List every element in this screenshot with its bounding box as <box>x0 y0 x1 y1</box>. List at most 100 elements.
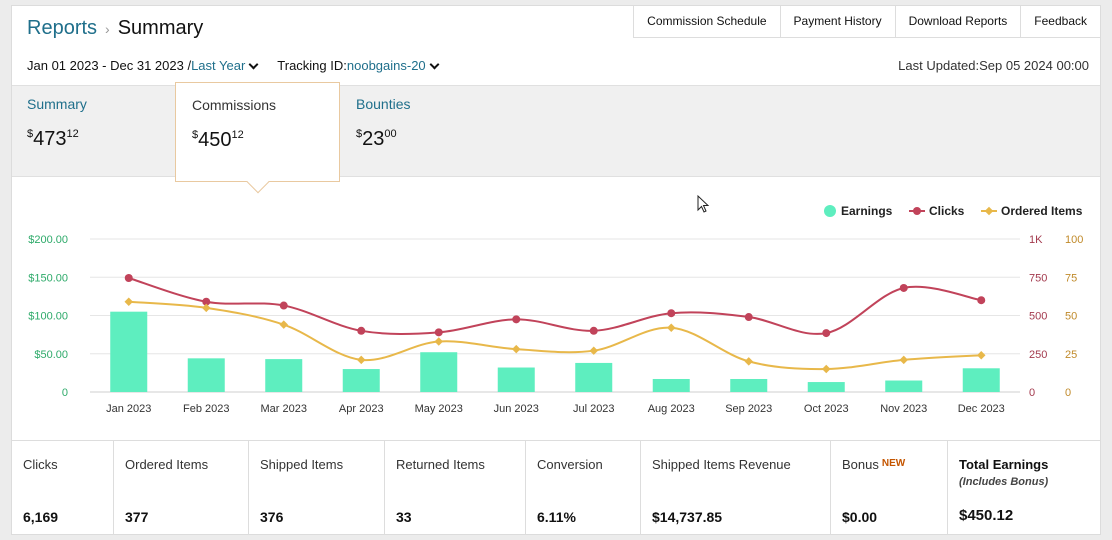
breadcrumb: Reports › Summary <box>27 17 203 40</box>
new-badge: NEW <box>881 458 906 469</box>
stat-clicks: Clicks 6,169 <box>12 441 114 535</box>
y-items-tick-label: 0 <box>1065 387 1071 399</box>
page-title: Summary <box>117 17 204 39</box>
x-tick-label: Feb 2023 <box>183 403 229 415</box>
ordered-items-legend-icon <box>984 206 994 216</box>
x-tick-label: Aug 2023 <box>648 403 695 415</box>
stat-label: Clicks <box>23 457 58 472</box>
tab-summary[interactable]: Summary $47312 <box>27 86 157 178</box>
y-clicks-tick-label: 750 <box>1029 272 1047 284</box>
clicks-point <box>202 297 211 306</box>
stat-value: $450.12 <box>959 507 1014 524</box>
stat-label: Total Earnings <box>959 457 1049 472</box>
stat-label: Bonus NEW <box>842 457 906 472</box>
earnings-bar <box>265 359 303 392</box>
earnings-chart: 0 0 0 $50.00 250 25 $100.00 500 50 $150.00 750 75 $2… <box>28 194 1083 415</box>
stat-label: Ordered Items <box>125 457 209 472</box>
chevron-down-icon[interactable] <box>248 59 259 69</box>
legend-earnings: Earnings <box>841 204 893 218</box>
y-clicks-tick-label: 250 <box>1029 349 1047 361</box>
stat-value: $14,737.85 <box>652 509 723 525</box>
ordered-items-point <box>279 320 288 329</box>
payment-history-link[interactable]: Payment History <box>781 6 896 37</box>
stat-value: 33 <box>396 509 412 525</box>
breadcrumb-reports-link[interactable]: Reports <box>27 17 98 39</box>
commissions-amount: $45012 <box>192 129 244 151</box>
x-tick-label: Sep 2023 <box>725 403 772 415</box>
period-dropdown[interactable]: Last Year <box>191 58 246 73</box>
earnings-bar <box>962 368 1000 392</box>
earnings-legend-icon <box>824 205 836 217</box>
stat-value: 6.11% <box>537 509 576 525</box>
clicks-legend-icon <box>913 207 921 215</box>
stat-label: Conversion <box>537 457 603 472</box>
stat-label: Returned Items <box>396 457 485 472</box>
x-tick-label: Oct 2023 <box>804 403 849 415</box>
tab-bounties-label: Bounties <box>356 96 411 112</box>
earnings-bar <box>575 362 613 392</box>
clicks-line <box>128 277 982 335</box>
tab-bounties[interactable]: Bounties $2300 <box>356 86 486 178</box>
earnings-bar <box>342 369 380 392</box>
tracking-id-dropdown[interactable]: noobgains-20 <box>346 58 426 73</box>
top-nav: Commission Schedule Payment History Down… <box>633 6 1100 38</box>
x-tick-label: May 2023 <box>415 403 463 415</box>
ordered-items-point <box>589 346 598 355</box>
summary-amount: $47312 <box>27 128 79 150</box>
stat-conversion: Conversion 6.11% <box>526 441 641 535</box>
clicks-point <box>279 301 288 310</box>
x-tick-label: Nov 2023 <box>880 403 927 415</box>
x-tick-label: Apr 2023 <box>339 403 384 415</box>
stat-shipped-revenue: Shipped Items Revenue $14,737.85 <box>641 441 831 535</box>
summary-tabs: Summary $47312 Commissions $45012 Bounti… <box>12 82 1100 194</box>
ordered-items-line <box>128 300 982 371</box>
mouse-cursor-icon <box>697 194 710 213</box>
stat-bonus: Bonus NEW $0.00 <box>831 441 948 535</box>
stat-value: 377 <box>125 509 149 525</box>
ordered-items-point <box>124 297 133 306</box>
earnings-bar <box>110 311 148 392</box>
earnings-bar <box>885 380 923 392</box>
x-tick-label: Jan 2023 <box>106 403 151 415</box>
ordered-items-point <box>822 364 831 374</box>
date-range: Jan 01 2023 - Dec 31 2023 / <box>27 58 192 73</box>
y-left-tick-label: $100.00 <box>28 311 68 323</box>
stat-total-earnings: Total Earnings (Includes Bonus) $450.12 <box>948 441 1100 535</box>
y-items-tick-label: 50 <box>1065 311 1077 323</box>
x-tick-label: Jun 2023 <box>494 403 539 415</box>
y-items-tick-label: 100 <box>1065 234 1083 246</box>
tab-commissions[interactable]: Commissions $45012 <box>175 82 340 194</box>
earnings-bar <box>807 382 845 392</box>
tracking-id-label: Tracking ID: <box>277 58 347 73</box>
stat-value: $0.00 <box>842 509 878 525</box>
reports-panel: Reports › Summary Commission Schedule Pa… <box>11 5 1101 535</box>
last-updated: Last Updated:Sep 05 2024 00:00 <box>898 58 1089 73</box>
stat-shipped-items: Shipped Items 376 <box>249 441 385 535</box>
earnings-bar <box>187 358 225 392</box>
feedback-link[interactable]: Feedback <box>1034 14 1087 28</box>
clicks-point <box>124 274 133 283</box>
x-tick-label: Dec 2023 <box>958 403 1005 415</box>
earnings-bar <box>652 378 690 392</box>
stat-sublabel: (Includes Bonus) <box>959 476 1049 488</box>
commission-schedule-link[interactable]: Commission Schedule <box>634 6 781 37</box>
ordered-items-point <box>202 303 211 313</box>
x-tick-label: Jul 2023 <box>573 403 615 415</box>
legend-ordered-items: Ordered Items <box>1001 204 1083 218</box>
tab-summary-label: Summary <box>27 96 87 112</box>
stat-label: Shipped Items Revenue <box>652 457 791 472</box>
ordered-items-point <box>434 337 443 346</box>
download-reports-link[interactable]: Download Reports <box>896 6 1022 37</box>
stat-value: 6,169 <box>23 509 59 525</box>
ordered-items-point <box>899 355 908 365</box>
ordered-items-point <box>667 323 676 332</box>
y-items-tick-label: 25 <box>1065 349 1077 361</box>
x-tick-label: Mar 2023 <box>261 403 307 415</box>
bounties-amount: $2300 <box>356 128 397 150</box>
stat-label: Shipped Items <box>260 457 344 472</box>
chevron-down-icon[interactable] <box>429 59 440 69</box>
stat-returned-items: Returned Items 33 <box>385 441 526 535</box>
y-left-tick-label: $150.00 <box>28 272 68 284</box>
clicks-point <box>744 313 753 322</box>
y-clicks-tick-label: 0 <box>1029 387 1035 399</box>
